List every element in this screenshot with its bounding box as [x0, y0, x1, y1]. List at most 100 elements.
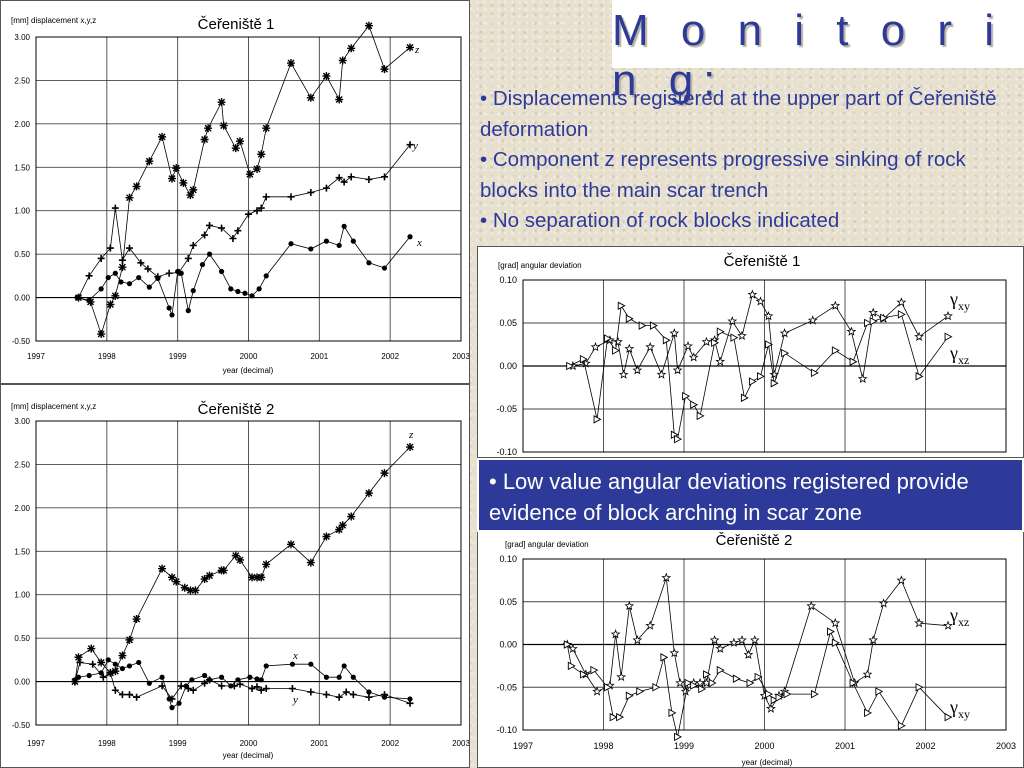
- data-point: [258, 677, 264, 683]
- title-box: M o n i t o r i n g:: [612, 0, 1024, 105]
- data-point: [849, 678, 858, 688]
- data-point: [636, 687, 645, 696]
- series-line: [78, 24, 411, 336]
- bullet-item: • Component z represents progressive sin…: [480, 148, 966, 202]
- data-point: [690, 400, 699, 409]
- series-label-sub: xy: [958, 707, 970, 721]
- data-point: [236, 137, 244, 146]
- data-point: [231, 551, 240, 560]
- data-point: [236, 680, 244, 688]
- data-point: [864, 708, 872, 718]
- x-axis-label: year (decimal): [223, 751, 274, 760]
- data-point: [729, 637, 739, 647]
- series-label-sub: xz: [958, 615, 969, 629]
- series-label: γxz: [949, 605, 969, 629]
- data-point: [568, 643, 578, 653]
- data-point: [616, 712, 625, 722]
- data-point: [307, 188, 315, 196]
- data-point: [245, 210, 252, 218]
- chart-angular-1: 0.10 0.05 0.00 -0.05 -0.10 Čeřeniště 1 [grad] …: [477, 246, 1024, 458]
- data-point: [943, 620, 953, 630]
- y-tick-label: -0.05: [496, 682, 517, 692]
- data-point: [179, 178, 188, 187]
- data-point: [661, 572, 672, 582]
- x-tick-label: 2002: [381, 739, 399, 748]
- data-point: [338, 56, 347, 65]
- series-line: [77, 225, 411, 317]
- data-point: [155, 275, 161, 282]
- data-point: [590, 341, 601, 352]
- data-point: [711, 338, 720, 348]
- data-point: [323, 238, 330, 244]
- data-point: [111, 686, 119, 694]
- x-tick-label: 2003: [452, 739, 469, 748]
- data-point: [229, 235, 237, 243]
- data-point: [338, 521, 347, 530]
- data-point: [669, 328, 680, 338]
- series-2: [566, 301, 953, 444]
- data-point: [218, 268, 225, 275]
- data-point: [754, 672, 763, 682]
- data-point: [682, 391, 691, 401]
- series-2: [71, 658, 414, 707]
- data-point: [132, 615, 141, 624]
- y-tick-label: 3.00: [14, 417, 30, 426]
- data-point: [944, 332, 953, 342]
- data-point: [638, 321, 647, 330]
- data-point: [168, 174, 176, 183]
- y-tick-label: 1.50: [14, 547, 30, 556]
- data-point: [206, 221, 214, 229]
- data-point: [98, 286, 104, 292]
- y-tick-label: 0.10: [499, 554, 517, 564]
- data-point: [87, 644, 96, 653]
- data-point: [254, 676, 260, 682]
- data-point: [308, 661, 314, 667]
- data-point: [567, 661, 576, 671]
- data-point: [74, 653, 83, 662]
- x-tick-label: 2002: [915, 741, 935, 751]
- y-tick-label: 2.00: [14, 504, 30, 513]
- data-point: [112, 270, 118, 276]
- data-point: [709, 635, 720, 645]
- data-point: [236, 555, 244, 564]
- data-point: [118, 279, 124, 285]
- data-point: [105, 274, 111, 281]
- data-point: [340, 178, 348, 186]
- slide-title: M o n i t o r i n g:: [612, 6, 1005, 105]
- data-point: [830, 300, 841, 310]
- data-point: [675, 677, 685, 688]
- data-point: [74, 294, 80, 301]
- data-point: [341, 223, 347, 229]
- x-axis-label: year (decimal): [742, 758, 793, 767]
- data-point: [350, 238, 356, 244]
- data-point: [105, 657, 111, 663]
- data-point: [106, 244, 114, 252]
- data-point: [914, 617, 924, 628]
- data-point: [857, 373, 868, 383]
- data-point: [770, 695, 779, 705]
- series-label: x: [416, 237, 422, 249]
- y-tick-label: -0.50: [12, 337, 31, 346]
- data-point: [119, 665, 126, 672]
- y-axis-label: [grad] angular deviation: [498, 261, 582, 270]
- data-point: [253, 165, 261, 174]
- data-point: [406, 43, 414, 52]
- data-point: [118, 263, 127, 272]
- chart-svg: 0.10 0.05 0.00 -0.05 -0.10 Čeřeniště 1 [grad] …: [496, 253, 1007, 457]
- x-tick-label: 2002: [381, 352, 399, 361]
- data-point: [75, 674, 82, 680]
- data-point: [335, 525, 344, 534]
- data-point: [662, 335, 671, 345]
- data-point: [97, 254, 105, 262]
- data-point: [381, 173, 388, 181]
- data-point: [166, 305, 172, 311]
- data-point: [262, 560, 271, 569]
- data-point: [770, 378, 779, 388]
- data-point: [737, 635, 747, 645]
- series-3: [74, 223, 413, 318]
- series-line: [74, 659, 411, 709]
- data-point: [580, 358, 591, 368]
- data-point: [336, 242, 342, 249]
- series-line: [74, 446, 411, 682]
- data-point: [624, 343, 635, 353]
